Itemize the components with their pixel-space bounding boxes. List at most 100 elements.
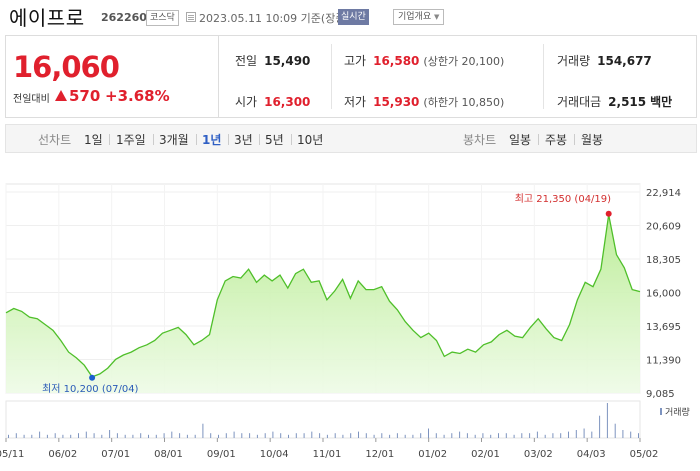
volume-bar (132, 434, 134, 438)
amount-label: 거래대금 (557, 95, 602, 109)
volume-bar (614, 423, 616, 438)
realtime-button[interactable]: 실시간 (338, 9, 369, 25)
company-info-dropdown[interactable]: 기업개요 ▼ (393, 9, 445, 25)
tab-1y[interactable]: 1년 (202, 133, 222, 147)
volume-bar (490, 434, 492, 438)
divider (574, 134, 575, 145)
prev-close-label: 전일 (235, 54, 258, 68)
volume-bar (435, 433, 437, 438)
volume-bar (443, 434, 445, 438)
divider (331, 44, 332, 109)
volume-legend-swatch (660, 408, 662, 415)
low-annotation: 최저 10,200 (07/04) (42, 383, 138, 395)
amount-value: 2,515 (608, 95, 647, 109)
volume-bar (358, 431, 359, 438)
change-value: 570 (69, 87, 101, 105)
divider (109, 134, 110, 145)
volume-bar (591, 431, 593, 438)
x-tick-label: 02/01 (471, 449, 500, 460)
y-tick-label: 9,085 (646, 389, 675, 400)
volume-bar (163, 433, 165, 438)
volume-bar (498, 433, 499, 438)
candle-chart-label: 봉차트 (463, 133, 497, 147)
chevron-down-icon: ▼ (434, 13, 440, 21)
tab-1d[interactable]: 1일 (84, 133, 103, 147)
volume-bar (256, 434, 258, 438)
divider (196, 134, 197, 145)
volume-bar (326, 434, 328, 438)
volume-bar (101, 434, 103, 438)
x-tick-label: 11/01 (313, 449, 342, 460)
volume-bar (241, 433, 243, 438)
prev-close-value: 15,490 (264, 54, 311, 68)
x-tick-label: 03/02 (524, 449, 553, 460)
x-tick-label: 09/01 (207, 449, 236, 460)
lower-limit: (하한가 10,850) (423, 96, 505, 109)
volume-bar (474, 434, 476, 438)
price-panel: 16,060 전일대비 570 +3.68% 전일 15,490 시가 16,300… (5, 35, 697, 118)
volume-bar (109, 430, 111, 438)
trade-amount: 거래대금 2,515 백만 (557, 93, 672, 110)
tab-5y[interactable]: 5년 (265, 133, 284, 147)
volume-bar (428, 428, 429, 438)
tab-1w[interactable]: 1주일 (116, 133, 146, 147)
volume-bar (202, 423, 204, 438)
volume-bar (70, 434, 72, 438)
tab-weekly[interactable]: 주봉 (545, 133, 568, 147)
tab-10y[interactable]: 10년 (297, 133, 324, 147)
volume-bar (396, 433, 398, 438)
price-line (5, 214, 641, 378)
tab-monthly[interactable]: 월봉 (581, 133, 604, 147)
divider (153, 134, 154, 145)
high-label: 고가 (344, 54, 367, 68)
volume-bar (272, 431, 274, 438)
current-price: 16,060 (13, 50, 120, 84)
change-percent: +3.68% (105, 87, 170, 105)
stock-header: 에이프로 262260 코스닥 2023.05.11 10:09 기준(장중) … (0, 0, 700, 34)
volume-bar (381, 433, 383, 438)
x-tick-label: 10/04 (260, 449, 289, 460)
volume-plot-area (5, 400, 641, 439)
volume-bar (78, 433, 79, 438)
volume-bar (148, 434, 149, 438)
tab-3m[interactable]: 3개월 (159, 133, 189, 147)
quote-datetime: 2023.05.11 10:09 기준(장중) (199, 12, 350, 25)
x-tick-label: 01/02 (418, 449, 447, 460)
price-chart[interactable]: 22,914 20,609 18,305 16,000 13,695 11,390 9,08… (0, 175, 700, 471)
volume-bar (249, 433, 251, 438)
x-tick-label: 05/02 (630, 449, 659, 460)
volume-bar (280, 433, 282, 438)
volume-bar (319, 433, 321, 438)
volume-bar (536, 431, 538, 438)
volume-bar (365, 433, 367, 438)
volume-bar (171, 431, 173, 438)
change-label: 전일대비 (13, 94, 50, 105)
volume-bar (552, 433, 554, 438)
volume-bar (606, 403, 608, 438)
volume-bar (575, 430, 577, 438)
volume-bar (295, 433, 297, 438)
volume-bar (15, 433, 17, 438)
volume-bar (466, 433, 468, 438)
low-marker (89, 374, 96, 381)
volume-bar (54, 433, 56, 438)
volume-bar (194, 434, 196, 438)
volume-bar (560, 433, 562, 438)
volume-bar (233, 431, 235, 438)
tab-3y[interactable]: 3년 (234, 133, 253, 147)
tab-daily[interactable]: 일봉 (509, 133, 532, 147)
volume-bar (404, 434, 406, 438)
volume-bar (31, 434, 33, 438)
x-tick-label: 07/01 (101, 449, 130, 460)
high-annotation: 최고 21,350 (04/19) (515, 193, 611, 205)
volume-bar (482, 433, 484, 438)
volume-bar (373, 434, 375, 438)
volume-bar (350, 433, 352, 438)
volume-bar (140, 433, 142, 438)
y-tick-label: 13,695 (646, 322, 681, 333)
volume-bar (568, 431, 569, 438)
volume-bar (124, 434, 126, 438)
calendar-icon (186, 12, 196, 22)
volume-bar (583, 428, 585, 438)
price-chart-svg: 22,914 20,609 18,305 16,000 13,695 11,390 9,08… (0, 183, 690, 460)
